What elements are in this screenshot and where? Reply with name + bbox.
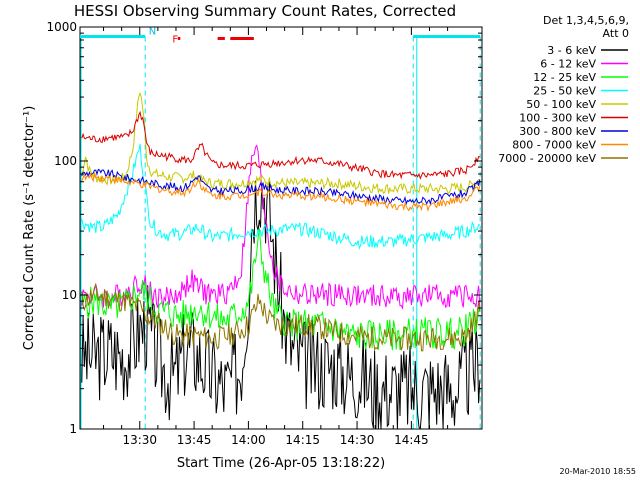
series-line-1 bbox=[81, 144, 481, 310]
chart-title: HESSI Observing Summary Count Rates, Cor… bbox=[74, 2, 456, 20]
y-tick-label: 100 bbox=[54, 154, 77, 168]
legend-label: 50 - 100 keV bbox=[526, 98, 596, 111]
legend-header: Det 1,3,4,5,6,9, bbox=[543, 14, 629, 27]
x-axis-label: Start Time (26-Apr-05 13:18:22) bbox=[177, 456, 385, 471]
series-layer bbox=[81, 91, 481, 430]
flare-label: F bbox=[172, 34, 178, 45]
legend-label: 25 - 50 keV bbox=[533, 85, 596, 98]
legend-label: 3 - 6 keV bbox=[547, 44, 596, 57]
y-axis-label: Corrected Count Rate (s⁻¹ detector⁻¹) bbox=[22, 106, 37, 351]
legend-label: 800 - 7000 keV bbox=[512, 139, 596, 152]
x-tick-label: 13:45 bbox=[177, 433, 212, 447]
y-tick-label: 10 bbox=[62, 288, 77, 302]
legend-label: 300 - 800 keV bbox=[519, 125, 596, 138]
legend-label: 7000 - 20000 keV bbox=[498, 152, 596, 165]
series-line-5 bbox=[81, 110, 480, 180]
x-tick-label: 13:30 bbox=[122, 433, 157, 447]
series-line-4 bbox=[81, 91, 481, 195]
series-line-3 bbox=[81, 143, 481, 251]
footer-timestamp: 20-Mar-2010 18:55 bbox=[560, 467, 637, 476]
legend-label: 100 - 300 keV bbox=[519, 112, 596, 125]
series-line-7 bbox=[81, 171, 481, 213]
night-label: N bbox=[149, 26, 156, 37]
legend-label: 6 - 12 keV bbox=[540, 58, 596, 71]
y-tick-label: 1 bbox=[69, 422, 77, 436]
legend-header: Att 0 bbox=[603, 27, 629, 40]
plot-frame bbox=[79, 26, 483, 430]
legend-label: 12 - 25 keV bbox=[533, 71, 596, 84]
x-tick-label: 14:30 bbox=[340, 433, 375, 447]
x-tick-label: 14:45 bbox=[394, 433, 429, 447]
x-tick-label: 14:00 bbox=[231, 433, 266, 447]
series-line-8 bbox=[81, 284, 481, 352]
x-tick-label: 14:15 bbox=[285, 433, 320, 447]
axis-layer: 13:30 13:45 14:00 14:15 14:30 14:45 1 10 100 1000 bbox=[46, 20, 482, 447]
series-line-2 bbox=[81, 228, 481, 351]
y-tick-label: 1000 bbox=[46, 20, 77, 34]
